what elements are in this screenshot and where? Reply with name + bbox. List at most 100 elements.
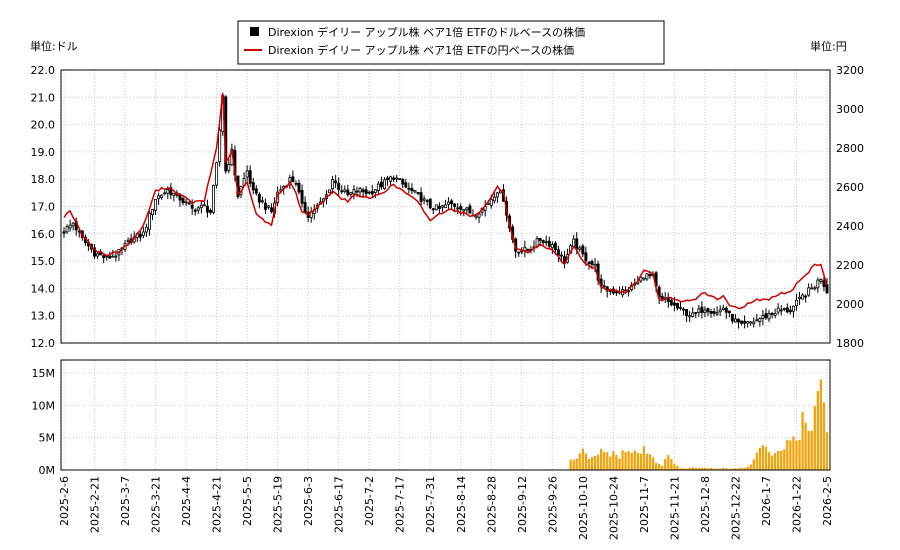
candle-body — [108, 255, 112, 259]
candle-body — [422, 198, 426, 201]
right-tick-label: 2000 — [836, 298, 864, 311]
x-tick-label: 2025-5-5 — [241, 476, 254, 526]
candle-body — [382, 179, 386, 189]
candle-body — [209, 209, 212, 213]
x-tick-label: 2025-3-7 — [119, 476, 132, 526]
volume-bar — [654, 462, 658, 470]
candle-body — [437, 205, 441, 209]
candle-body — [184, 201, 188, 204]
candle-body — [810, 287, 814, 290]
volume-bar — [773, 453, 777, 470]
candle-body — [489, 199, 493, 206]
candle-body — [187, 202, 191, 205]
volume-bar — [712, 468, 716, 470]
candle-body — [270, 207, 274, 213]
jpy-price-line — [63, 92, 828, 310]
x-tick-label: 2025-7-2 — [363, 476, 376, 526]
left-tick-label: 20.0 — [31, 119, 56, 132]
candle-body — [346, 189, 350, 196]
candle-body — [376, 183, 380, 192]
candle-body — [93, 247, 96, 257]
candle-body — [709, 311, 713, 314]
candle-body — [138, 233, 142, 238]
candle-body — [62, 231, 66, 234]
candle-body — [477, 213, 481, 218]
right-tick-label: 2800 — [836, 142, 864, 155]
candle-body — [767, 313, 771, 320]
volume-bar — [758, 447, 762, 470]
right-unit-label: 単位:円 — [810, 39, 847, 53]
volume-bar — [816, 391, 819, 470]
candle-body — [178, 194, 182, 201]
legend-usd-label: Direxion デイリー アップル株 ベア1倍 ETFのドルベースの株価 — [268, 25, 585, 39]
candle-body — [679, 307, 682, 309]
candle-body — [163, 192, 167, 195]
candle-body — [700, 306, 704, 313]
candle-body — [392, 177, 396, 180]
volume-bar — [746, 466, 749, 470]
volume-grid — [61, 360, 830, 470]
candle-body — [724, 307, 728, 313]
volume-bar — [780, 450, 783, 470]
candle-body — [785, 307, 789, 313]
candle-body — [419, 192, 423, 202]
x-tick-label: 2025-3-21 — [150, 476, 163, 533]
volume-bar — [642, 446, 646, 470]
volume-bar — [755, 452, 758, 470]
candle-body — [300, 190, 304, 204]
volume-bar — [651, 457, 655, 470]
volume-axis-ticks: 0M 5M 10M 15M — [32, 367, 56, 477]
right-tick-label: 2400 — [836, 220, 864, 233]
candle-body — [648, 274, 652, 277]
candle-body — [492, 196, 496, 202]
candle-body — [450, 200, 454, 205]
candle-body — [740, 320, 744, 324]
candle-body — [749, 321, 753, 324]
volume-bar — [734, 468, 737, 470]
legend-usd-marker — [250, 27, 259, 36]
volume-bar — [822, 402, 826, 470]
candle-body — [733, 318, 737, 323]
candle-body — [111, 255, 115, 258]
volume-bar — [764, 446, 768, 470]
volume-bar — [743, 467, 746, 470]
x-tick-label: 2025-9-12 — [516, 476, 529, 533]
candle-body — [428, 198, 432, 209]
candle-body — [373, 189, 377, 193]
left-tick-label: 19.0 — [31, 146, 56, 159]
volume-bar — [719, 468, 722, 470]
volume-bar — [804, 422, 807, 470]
candle-body — [697, 308, 701, 313]
left-tick-label: 16.0 — [31, 228, 56, 241]
volume-bar — [679, 468, 682, 470]
x-tick-label: 2025-2-6 — [58, 476, 71, 526]
volume-bar — [645, 453, 649, 470]
candle-body — [541, 239, 545, 244]
candle-body — [343, 189, 347, 192]
candle-body — [404, 182, 408, 188]
volume-bar — [581, 448, 584, 470]
candle-body — [688, 315, 692, 318]
volume-bar — [706, 468, 710, 470]
candle-body — [215, 162, 219, 186]
volume-bar — [731, 468, 734, 470]
candle-body — [721, 307, 725, 310]
candle-body — [816, 279, 820, 289]
candle-body — [776, 307, 780, 313]
volume-bar — [600, 448, 603, 470]
candle-body — [102, 255, 106, 259]
volume-plot-frame — [60, 359, 831, 471]
usd-candles — [62, 94, 829, 329]
candle-body — [587, 262, 591, 264]
candle-body — [303, 202, 307, 213]
candle-body — [581, 245, 585, 255]
candle-body — [660, 295, 664, 300]
candle-body — [160, 194, 164, 198]
volume-bar — [606, 452, 609, 470]
candle-body — [166, 189, 170, 194]
candle-body — [642, 277, 646, 280]
x-tick-label: 2025-5-19 — [272, 476, 285, 533]
candle-body — [447, 201, 451, 205]
x-tick-label: 2025-9-26 — [546, 476, 559, 533]
right-tick-label: 3000 — [836, 103, 864, 116]
